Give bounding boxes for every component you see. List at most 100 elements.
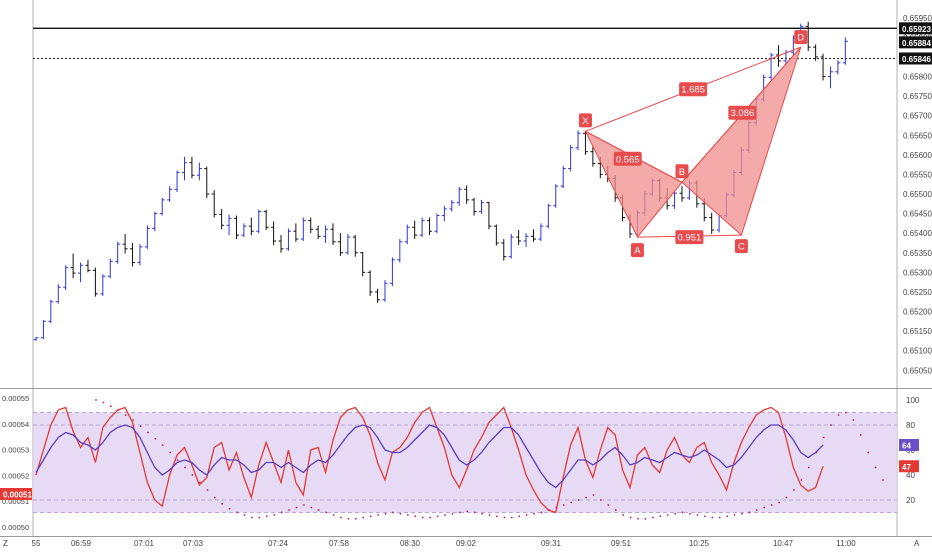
oscillator-dot — [607, 504, 610, 506]
oscillator-dot — [562, 504, 565, 506]
time-tick-label: 09:31 — [541, 539, 562, 548]
ohlc-bar — [48, 299, 54, 324]
ohlc-bar — [233, 215, 239, 240]
tag-last-bg — [899, 36, 932, 49]
oscillator-dot — [629, 516, 632, 519]
ohlc-bar — [575, 130, 581, 151]
oscillator-background — [33, 412, 897, 513]
ohlc-bar — [196, 162, 202, 181]
oscillator-dot — [258, 516, 261, 519]
ohlc-bar — [560, 165, 566, 189]
ohlc-bar — [464, 185, 470, 204]
ohlc-bar — [367, 270, 373, 296]
oscillator-dot — [778, 501, 780, 504]
ohlc-bar — [211, 190, 217, 218]
ohlc-bar — [107, 258, 113, 279]
ohlc-bar — [427, 217, 433, 236]
point-label-a: A — [630, 243, 644, 258]
oscillator-dot — [317, 509, 320, 511]
ohlc-bar — [523, 233, 529, 247]
oscillator-dot — [303, 504, 305, 506]
oscillator-dot — [867, 451, 870, 454]
oscillator-dot — [199, 481, 201, 484]
oscillator-dot — [600, 499, 602, 501]
price-tick-label: 0.65700 — [903, 112, 932, 121]
oscillator-dot — [406, 514, 409, 516]
price-tick-label: 0.65450 — [903, 210, 932, 219]
oscillator-dot — [347, 517, 350, 520]
oscillator-dot — [421, 516, 424, 519]
point-label-d-bg — [794, 30, 808, 45]
price-tags: 0.65923 0.65884 0.65846 64 47 0.00051 — [0, 22, 932, 500]
ohlc-bar — [293, 223, 299, 242]
ohlc-bar — [434, 213, 440, 234]
oscillator-dot — [295, 506, 298, 509]
oscillator-dot — [718, 516, 721, 519]
price-tick-label: 0.65800 — [903, 73, 932, 82]
oscillator-dot — [785, 496, 788, 499]
oscillator-dot — [325, 511, 328, 514]
oscillator-dot — [169, 451, 172, 454]
time-tick-label: 07:03 — [183, 539, 204, 548]
tag-osc-left: 0.00051 — [0, 488, 32, 500]
horizontal-lines — [33, 27, 897, 59]
oscillator-dot — [369, 515, 372, 518]
ratio-label-xb-bg — [613, 151, 642, 166]
oscillator-dot — [689, 512, 691, 515]
point-label-b-text: B — [679, 167, 685, 178]
tag-ref-bg — [899, 52, 932, 65]
time-axis-prefix: Z — [3, 539, 8, 548]
tag-osc-fast: 47 — [899, 460, 919, 473]
ohlc-bar — [538, 223, 544, 241]
ohlc-bar — [352, 235, 358, 257]
oscillator-dot — [830, 424, 832, 426]
ohlc-bar — [397, 239, 403, 263]
time-tick-label: 08:30 — [400, 539, 421, 548]
oscillator-slow-line — [35, 424, 824, 489]
point-label-c-bg — [734, 239, 748, 254]
point-label-b-bg — [675, 164, 689, 179]
oscillator-dot — [213, 496, 216, 499]
time-tick-label: 07:58 — [329, 539, 350, 548]
harmonic-pattern[interactable]: X A B C D 0.565 0.951 3.086 1.685 — [578, 30, 808, 258]
oscillator-dot — [807, 466, 810, 469]
ohlc-bar — [144, 225, 150, 249]
oscillator-fast-line — [35, 406, 824, 514]
oscillator-left-tick: 0.00051 — [2, 497, 29, 506]
ohlc-bar — [226, 214, 232, 236]
tag-ref: 0.65846 — [899, 52, 932, 65]
ohlc-bar — [486, 201, 492, 230]
oscillator-dot — [354, 517, 357, 520]
oscillator-dot — [377, 514, 380, 516]
ohlc-bar — [315, 225, 321, 240]
oscillator-dot — [555, 506, 558, 509]
tag-high-text: 0.65923 — [902, 25, 931, 34]
tag-last: 0.65884 — [899, 36, 932, 49]
ohlc-bar — [768, 53, 774, 80]
ohlc-bar — [85, 259, 91, 273]
oscillator-dot — [466, 510, 469, 513]
time-tick-label: 07:24 — [268, 539, 289, 548]
oscillator-right-tick: 80 — [906, 421, 915, 430]
oscillator-dot — [748, 511, 751, 514]
oscillator-dot — [139, 425, 142, 428]
ohlc-bar — [122, 233, 128, 254]
ohlc-bar — [174, 170, 180, 193]
ohlc-bar — [404, 224, 410, 245]
ohlc-bar — [285, 228, 291, 251]
price-tick-label: 0.65950 — [903, 14, 932, 23]
oscillator-dot — [585, 496, 587, 499]
oscillator-dot — [733, 514, 736, 516]
price-tick-label: 0.65100 — [903, 347, 932, 356]
oscillator-dot — [458, 511, 461, 514]
price-axis: 0.659500.659000.658500.658000.657500.657… — [903, 14, 932, 376]
oscillator-dot — [340, 516, 342, 519]
oscillator-dot — [117, 409, 120, 411]
ratio-label-bd-bg — [728, 105, 757, 120]
ohlc-bar — [70, 253, 76, 279]
oscillator-left-tick: 0.00054 — [2, 420, 29, 429]
time-tick-label: 07:01 — [134, 539, 155, 548]
oscillator-left-tick: 0.00053 — [2, 446, 29, 455]
ohlc-bar — [115, 241, 121, 264]
price-tick-label: 0.65300 — [903, 268, 932, 277]
